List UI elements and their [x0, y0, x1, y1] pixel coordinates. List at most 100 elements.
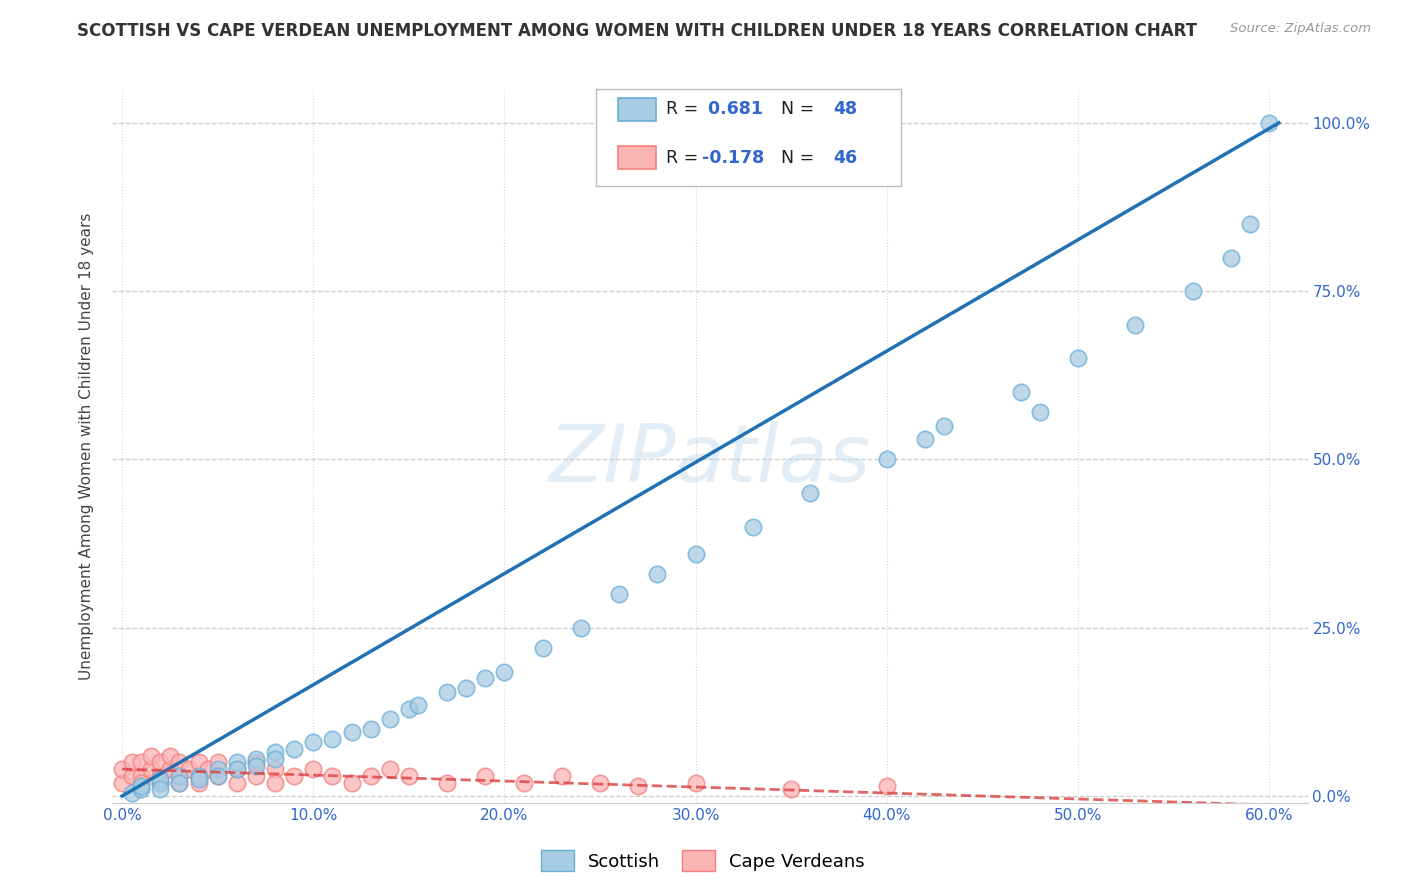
- Point: [456, 681, 478, 696]
- Point: [149, 772, 172, 787]
- Point: [1029, 405, 1052, 419]
- Point: [1181, 284, 1204, 298]
- Point: [149, 756, 172, 770]
- Text: Source: ZipAtlas.com: Source: ZipAtlas.com: [1230, 22, 1371, 36]
- Point: [169, 769, 191, 783]
- Point: [111, 775, 134, 789]
- Point: [149, 775, 172, 789]
- Point: [207, 762, 229, 776]
- Point: [225, 775, 247, 789]
- Point: [302, 762, 325, 776]
- Point: [340, 775, 363, 789]
- Point: [207, 769, 229, 783]
- Point: [876, 452, 898, 467]
- Point: [187, 775, 209, 789]
- Point: [169, 775, 191, 789]
- Text: ZIPatlas: ZIPatlas: [548, 421, 872, 500]
- Point: [627, 779, 650, 793]
- Point: [360, 722, 382, 736]
- Text: N =: N =: [770, 149, 820, 167]
- Point: [149, 769, 172, 783]
- Text: 46: 46: [834, 149, 858, 167]
- Point: [149, 775, 172, 789]
- Text: SCOTTISH VS CAPE VERDEAN UNEMPLOYMENT AMONG WOMEN WITH CHILDREN UNDER 18 YEARS C: SCOTTISH VS CAPE VERDEAN UNEMPLOYMENT AM…: [77, 22, 1198, 40]
- Point: [685, 775, 707, 789]
- Text: 0.681: 0.681: [702, 100, 762, 118]
- Point: [129, 782, 152, 797]
- Point: [245, 756, 267, 770]
- FancyBboxPatch shape: [619, 146, 657, 169]
- Text: N =: N =: [770, 100, 820, 118]
- Point: [121, 786, 143, 800]
- Point: [799, 486, 821, 500]
- Point: [207, 756, 229, 770]
- Point: [512, 775, 534, 789]
- Point: [302, 735, 325, 749]
- Point: [934, 418, 956, 433]
- Point: [111, 762, 134, 776]
- Point: [169, 769, 191, 783]
- Point: [197, 762, 219, 776]
- Point: [129, 756, 152, 770]
- FancyBboxPatch shape: [619, 98, 657, 120]
- Point: [551, 769, 574, 783]
- Point: [321, 769, 343, 783]
- Point: [264, 752, 287, 766]
- Point: [474, 769, 496, 783]
- Point: [187, 772, 209, 787]
- Point: [1239, 217, 1261, 231]
- Point: [408, 698, 430, 713]
- Point: [207, 769, 229, 783]
- Point: [187, 769, 209, 783]
- Point: [647, 566, 669, 581]
- Point: [378, 712, 401, 726]
- Point: [139, 762, 162, 776]
- Point: [245, 769, 267, 783]
- Point: [225, 762, 247, 776]
- Point: [159, 748, 181, 763]
- Point: [1258, 116, 1281, 130]
- Point: [321, 731, 343, 746]
- Point: [742, 520, 765, 534]
- Point: [264, 762, 287, 776]
- Point: [283, 769, 305, 783]
- Point: [474, 671, 496, 685]
- Point: [129, 775, 152, 789]
- Y-axis label: Unemployment Among Women with Children Under 18 years: Unemployment Among Women with Children U…: [79, 212, 94, 680]
- Point: [398, 769, 420, 783]
- Point: [169, 775, 191, 789]
- Point: [149, 782, 172, 797]
- Point: [378, 762, 401, 776]
- Point: [159, 762, 181, 776]
- Point: [139, 748, 162, 763]
- Text: -0.178: -0.178: [702, 149, 763, 167]
- Point: [264, 775, 287, 789]
- Point: [607, 587, 630, 601]
- Text: R =: R =: [666, 149, 703, 167]
- Point: [685, 547, 707, 561]
- Point: [264, 745, 287, 759]
- Point: [340, 725, 363, 739]
- Point: [531, 640, 554, 655]
- Point: [225, 756, 247, 770]
- Point: [283, 742, 305, 756]
- Legend: Scottish, Cape Verdeans: Scottish, Cape Verdeans: [534, 843, 872, 879]
- Point: [569, 621, 592, 635]
- FancyBboxPatch shape: [596, 89, 901, 186]
- Point: [225, 762, 247, 776]
- Point: [245, 752, 267, 766]
- Point: [436, 775, 458, 789]
- Point: [876, 779, 898, 793]
- Point: [436, 684, 458, 698]
- Point: [360, 769, 382, 783]
- Point: [187, 756, 209, 770]
- Point: [129, 779, 152, 793]
- Point: [589, 775, 612, 789]
- Point: [1010, 385, 1032, 400]
- Point: [187, 769, 209, 783]
- Text: 48: 48: [834, 100, 858, 118]
- Point: [398, 701, 420, 715]
- Point: [1125, 318, 1147, 332]
- Point: [914, 432, 936, 446]
- Point: [1067, 351, 1090, 366]
